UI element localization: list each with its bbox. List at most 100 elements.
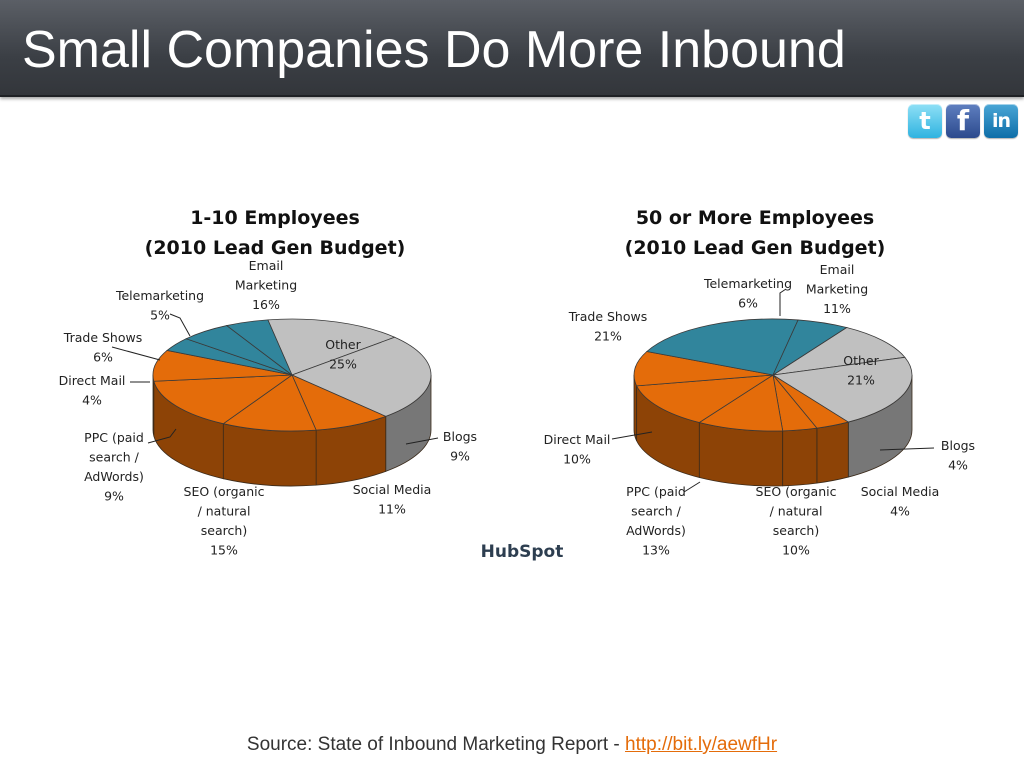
- data-label-line: Blogs: [941, 438, 975, 453]
- data-label-line: Trade Shows: [63, 330, 142, 345]
- chart-title-line: (2010 Lead Gen Budget): [625, 237, 886, 259]
- data-label-line: Blogs: [443, 429, 477, 444]
- data-label-line: search): [773, 523, 819, 538]
- data-label-line: 21%: [847, 373, 875, 388]
- label-leader-line: [405, 437, 439, 445]
- data-label-line: Direct Mail: [59, 373, 126, 388]
- data-label-line: Direct Mail: [544, 432, 611, 447]
- data-label-line: 6%: [93, 350, 113, 365]
- data-label-line: 4%: [890, 504, 910, 519]
- pie-chart-2: 50 or More Employees (2010 Lead Gen Budge…: [544, 207, 975, 558]
- data-label-line: 13%: [642, 543, 670, 558]
- data-label-line: Other: [325, 337, 361, 352]
- data-label-line: Social Media: [861, 484, 940, 499]
- pie-side-social-media: [222, 423, 317, 487]
- source-note: Source: State of Inbound Marketing Repor…: [0, 734, 1024, 756]
- data-label-line: Email: [249, 258, 284, 273]
- pie-slice-ppc-paid-search-adwords-: [636, 374, 774, 423]
- data-label-blogs: Blogs 4%: [941, 438, 975, 473]
- pie-slice-other: [771, 356, 913, 423]
- data-label-line: search): [201, 523, 247, 538]
- data-label-line: search /: [89, 450, 139, 465]
- data-label-line: Trade Shows: [568, 309, 647, 324]
- twitter-icon[interactable]: t: [908, 104, 942, 138]
- data-label-line: AdWords): [84, 469, 144, 484]
- data-label-trade-shows: Trade Shows 6%: [63, 330, 142, 365]
- data-label-line: SEO (organic: [184, 484, 265, 499]
- label-leader-line: [879, 447, 935, 451]
- data-label-ppc-paid-search-adwords-: PPC (paid search / AdWords) 9%: [84, 430, 144, 504]
- data-label-other: Other 21%: [843, 353, 879, 388]
- data-label-social-media: Social Media 11%: [353, 482, 432, 517]
- data-label-line: 16%: [252, 297, 280, 312]
- label-leader-line: [611, 431, 653, 440]
- data-label-trade-shows: Trade Shows 21%: [568, 309, 647, 344]
- data-label-line: 21%: [594, 329, 622, 344]
- pie-slice-blogs: [291, 374, 387, 431]
- data-label-line: 6%: [738, 296, 758, 311]
- pie-slice-telemarketing: [772, 319, 848, 377]
- data-label-line: 25%: [329, 357, 357, 372]
- data-label-telemarketing: Telemarketing 5%: [115, 288, 204, 323]
- social-links: t f in: [908, 104, 1018, 138]
- pie-slice-telemarketing: [225, 319, 293, 377]
- data-label-seo-organic-natural-search-: SEO (organic / natural search) 15%: [184, 484, 265, 558]
- data-label-line: 10%: [782, 543, 810, 558]
- data-label-email-marketing: Email Marketing 11%: [806, 262, 868, 316]
- label-leader-line: [147, 428, 177, 444]
- data-label-line: 5%: [150, 308, 170, 323]
- facebook-icon[interactable]: f: [946, 104, 980, 138]
- pie-side-social-media: [782, 427, 818, 487]
- data-label-line: Marketing: [235, 278, 297, 293]
- data-label-email-marketing: Email Marketing 16%: [235, 258, 297, 312]
- label-leader-line: [779, 288, 787, 316]
- pie-slice-email-marketing: [267, 318, 396, 376]
- data-label-line: 9%: [450, 449, 470, 464]
- source-text: Source: State of Inbound Marketing Repor…: [246, 734, 626, 755]
- data-label-line: Marketing: [806, 282, 868, 297]
- data-label-line: 4%: [82, 393, 102, 408]
- hubspot-logo: HubSpot: [481, 542, 564, 562]
- data-label-direct-mail: Direct Mail 4%: [59, 373, 126, 408]
- pie-slice-direct-mail: [633, 351, 774, 387]
- data-label-line: / natural: [198, 504, 251, 519]
- pie-slice-social-media: [222, 374, 317, 432]
- data-label-line: 11%: [823, 301, 851, 316]
- data-label-line: 11%: [378, 502, 406, 517]
- pie-chart-1: 1-10 Employees (2010 Lead Gen Budget)Emai…: [59, 207, 477, 558]
- data-label-social-media: Social Media 4%: [861, 484, 940, 519]
- data-label-line: Email: [820, 262, 855, 277]
- data-label-line: SEO (organic: [756, 484, 837, 499]
- data-label-line: Telemarketing: [703, 276, 792, 291]
- data-label-direct-mail: Direct Mail 10%: [544, 432, 611, 467]
- data-label-line: 4%: [948, 458, 968, 473]
- data-label-seo-organic-natural-search-: SEO (organic / natural search) 10%: [756, 484, 837, 558]
- data-label-line: search /: [631, 504, 681, 519]
- pie-slice-seo-organic-natural-search-: [153, 374, 294, 425]
- label-leader-line: [111, 346, 161, 361]
- data-label-line: Telemarketing: [115, 288, 204, 303]
- data-label-line: / natural: [770, 504, 823, 519]
- chart-title-line: 50 or More Employees: [636, 207, 874, 229]
- data-label-line: 9%: [104, 489, 124, 504]
- label-leader-line: [683, 481, 701, 493]
- chart-title-line: (2010 Lead Gen Budget): [145, 237, 406, 259]
- linkedin-icon[interactable]: in: [984, 104, 1018, 138]
- data-label-telemarketing: Telemarketing 6%: [703, 276, 792, 311]
- data-label-line: Social Media: [353, 482, 432, 497]
- pie-slice-other: [290, 336, 432, 417]
- data-label-line: Other: [843, 353, 879, 368]
- data-label-line: PPC (paid: [84, 430, 144, 445]
- pie-slice-email-marketing: [772, 327, 906, 376]
- title-bar: Small Companies Do More Inbound: [0, 0, 1024, 97]
- data-label-other: Other 25%: [325, 337, 361, 372]
- data-label-line: PPC (paid: [626, 484, 686, 499]
- chart-title-line: 1-10 Employees: [190, 207, 360, 229]
- pie-slice-trade-shows: [645, 318, 799, 376]
- data-label-line: AdWords): [626, 523, 686, 538]
- slide-title: Small Companies Do More Inbound: [22, 21, 846, 79]
- pie-side-blogs: [816, 421, 849, 484]
- source-link[interactable]: http://bit.ly/aewfHr: [625, 734, 778, 755]
- data-label-line: 15%: [210, 543, 238, 558]
